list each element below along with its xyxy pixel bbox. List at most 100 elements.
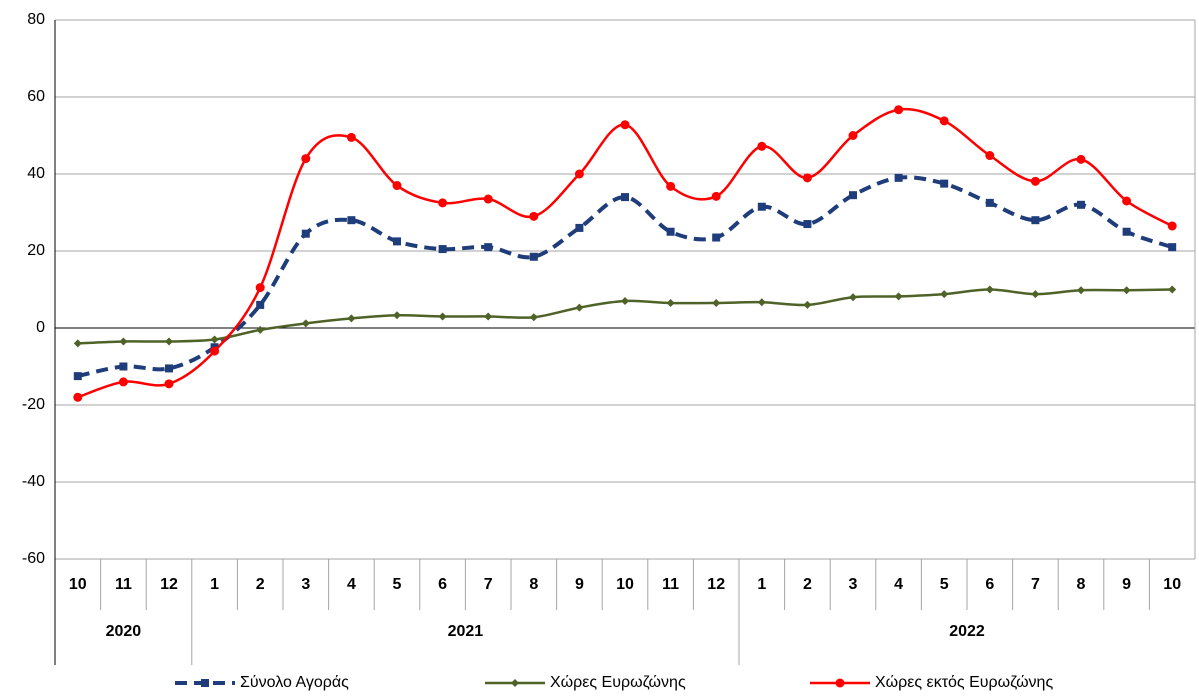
data-point — [301, 154, 311, 164]
data-point — [712, 298, 721, 307]
data-point — [165, 337, 173, 346]
data-point — [849, 191, 857, 200]
x-tick-label: 5 — [393, 576, 402, 593]
legend-marker — [201, 679, 209, 687]
series-line — [77, 175, 1173, 379]
data-point — [1031, 216, 1040, 225]
data-point — [985, 285, 994, 294]
y-tick-label: -20 — [22, 396, 45, 413]
data-point — [849, 293, 857, 302]
data-point — [1030, 176, 1040, 186]
x-tick-label: 12 — [707, 576, 725, 593]
data-point — [1076, 154, 1086, 164]
legend-label: Χώρες εκτός Ευρωζώνης — [875, 674, 1053, 691]
data-point — [73, 372, 82, 381]
data-point — [438, 198, 448, 208]
data-point — [757, 202, 766, 211]
x-tick-label: 6 — [438, 576, 447, 593]
x-tick-label: 12 — [160, 576, 178, 593]
x-tick-label: 9 — [575, 576, 584, 593]
data-point — [210, 346, 220, 356]
data-point — [802, 173, 812, 183]
x-tick-label: 5 — [940, 576, 949, 593]
data-point — [711, 191, 721, 201]
data-point — [118, 377, 128, 387]
x-group-label: 2020 — [106, 623, 142, 640]
x-tick-label: 11 — [115, 576, 132, 593]
data-point — [346, 132, 356, 142]
data-point — [621, 193, 629, 202]
data-point — [1077, 286, 1085, 295]
data-point — [210, 335, 219, 344]
data-point — [347, 216, 356, 225]
data-point — [939, 116, 949, 126]
x-tick-label: 11 — [662, 576, 679, 593]
x-tick-label: 10 — [1163, 576, 1181, 593]
y-tick-label: 20 — [27, 242, 45, 259]
data-point — [894, 105, 904, 115]
data-point — [894, 292, 903, 301]
x-tick-label: 2 — [256, 576, 265, 593]
data-point — [985, 198, 994, 207]
data-point — [529, 252, 538, 261]
x-tick-label: 3 — [301, 576, 310, 593]
data-point — [164, 379, 174, 389]
data-point — [529, 313, 538, 322]
data-point — [757, 298, 766, 307]
y-tick-label: -60 — [22, 550, 45, 567]
y-tick-label: 60 — [27, 88, 45, 105]
data-point — [73, 339, 82, 348]
data-point — [73, 392, 83, 402]
data-point — [1122, 286, 1131, 295]
x-tick-label: 4 — [894, 576, 903, 593]
data-point — [483, 194, 493, 204]
x-tick-label: 10 — [69, 576, 87, 593]
x-tick-label: 3 — [849, 576, 858, 593]
data-point — [1168, 243, 1177, 252]
data-point — [301, 319, 310, 328]
data-point — [848, 131, 858, 140]
data-point — [1031, 290, 1040, 299]
x-tick-label: 7 — [1031, 576, 1040, 593]
y-tick-label: -40 — [22, 473, 45, 490]
data-point — [256, 300, 265, 309]
y-tick-label: 80 — [27, 11, 45, 28]
data-point — [301, 229, 310, 238]
data-point — [894, 173, 903, 182]
data-point — [1122, 227, 1131, 236]
data-point — [484, 243, 493, 252]
data-point — [256, 325, 265, 334]
x-tick-label: 4 — [347, 576, 356, 593]
data-point — [438, 312, 447, 321]
data-point — [940, 179, 949, 188]
x-tick-label: 8 — [529, 576, 538, 593]
data-point — [119, 362, 128, 371]
x-tick-label: 2 — [803, 576, 812, 593]
x-tick-label: 1 — [757, 576, 766, 593]
x-tick-label: 8 — [1077, 576, 1086, 593]
data-point — [484, 312, 493, 321]
data-point — [165, 364, 173, 373]
data-point — [575, 303, 584, 312]
data-point — [255, 283, 265, 293]
data-point — [392, 181, 402, 191]
data-point — [803, 220, 812, 229]
data-point — [1077, 200, 1085, 209]
x-group-label: 2021 — [448, 623, 484, 640]
data-point — [666, 181, 676, 191]
legend-marker — [511, 679, 519, 687]
data-point — [1167, 221, 1177, 231]
data-point — [1168, 285, 1177, 294]
series-line — [77, 107, 1173, 399]
y-tick-label: 0 — [36, 319, 45, 336]
data-point — [620, 120, 630, 130]
x-tick-label: 6 — [985, 576, 994, 593]
data-point — [393, 237, 401, 246]
data-point — [347, 314, 356, 323]
data-point — [666, 227, 675, 236]
data-point — [712, 233, 721, 242]
data-point — [940, 290, 949, 299]
data-point — [666, 298, 675, 307]
